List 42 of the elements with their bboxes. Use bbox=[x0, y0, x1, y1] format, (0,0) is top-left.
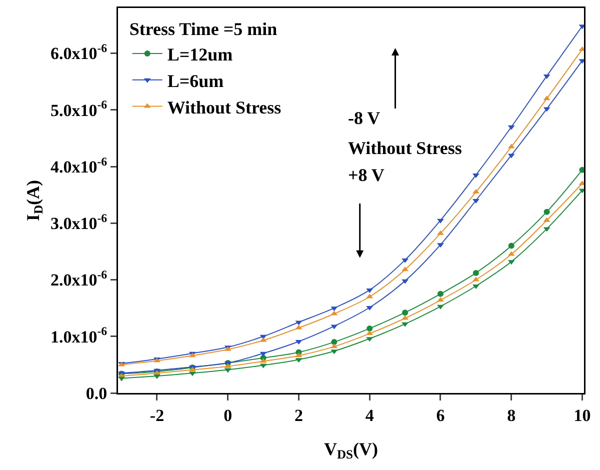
legend-label: L=12um bbox=[167, 44, 233, 64]
annotation: Without Stress bbox=[348, 138, 462, 158]
point bbox=[366, 325, 373, 332]
point bbox=[437, 297, 444, 302]
x-tick-label: 2 bbox=[294, 406, 303, 425]
y-tick-label: 5.0x10$^{-6}$ bbox=[50, 98, 108, 120]
point bbox=[154, 374, 160, 380]
y-tick-label: 3.0x10$^{-6}$ bbox=[50, 210, 108, 234]
x-tick-label: -2 bbox=[150, 406, 164, 425]
point bbox=[402, 322, 408, 327]
point bbox=[437, 230, 444, 235]
annotation: +8 V bbox=[348, 165, 384, 185]
point bbox=[579, 166, 584, 173]
legend-label: Without Stress bbox=[167, 97, 282, 118]
point bbox=[402, 279, 408, 284]
point bbox=[437, 218, 444, 224]
y-tick-label: 4.0x10$^{-6}$ bbox=[50, 154, 108, 176]
y-tick-label: 0.0 bbox=[86, 384, 108, 403]
annotation: -8 V bbox=[348, 108, 380, 128]
x-tick-label: 0 bbox=[224, 406, 232, 425]
x-axis-title: V$_{DS}$(V) bbox=[324, 438, 378, 462]
x-tick-label: 4 bbox=[365, 406, 374, 425]
x-tick-label: 6 bbox=[436, 406, 445, 425]
x-tick-label: 8 bbox=[507, 406, 516, 425]
point bbox=[544, 208, 550, 215]
point bbox=[402, 258, 408, 263]
y-tick-label: 2.0x10$^{-6}$ bbox=[50, 268, 108, 290]
point bbox=[437, 304, 444, 310]
point bbox=[472, 270, 479, 276]
point bbox=[437, 243, 444, 248]
x-tick-label: 10 bbox=[574, 406, 591, 425]
point bbox=[402, 315, 408, 320]
point bbox=[118, 376, 125, 382]
point bbox=[402, 266, 408, 272]
legend-title: Stress Time =5 min bbox=[129, 19, 278, 40]
point bbox=[402, 310, 408, 316]
point bbox=[437, 290, 444, 297]
point bbox=[331, 339, 338, 346]
point bbox=[508, 242, 514, 249]
y-tick-label: 6.0x10$^{-6}$ bbox=[50, 41, 108, 64]
legend-label: L=6um bbox=[167, 70, 224, 91]
y-tick-label: 1.0x10$^{-6}$ bbox=[50, 324, 108, 346]
